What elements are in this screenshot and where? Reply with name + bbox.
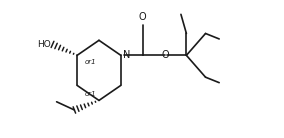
Text: HO: HO — [37, 40, 51, 49]
Text: or1: or1 — [85, 59, 96, 65]
Text: N: N — [123, 50, 131, 60]
Text: or1: or1 — [85, 91, 96, 97]
Text: O: O — [139, 12, 147, 22]
Text: O: O — [161, 50, 169, 60]
